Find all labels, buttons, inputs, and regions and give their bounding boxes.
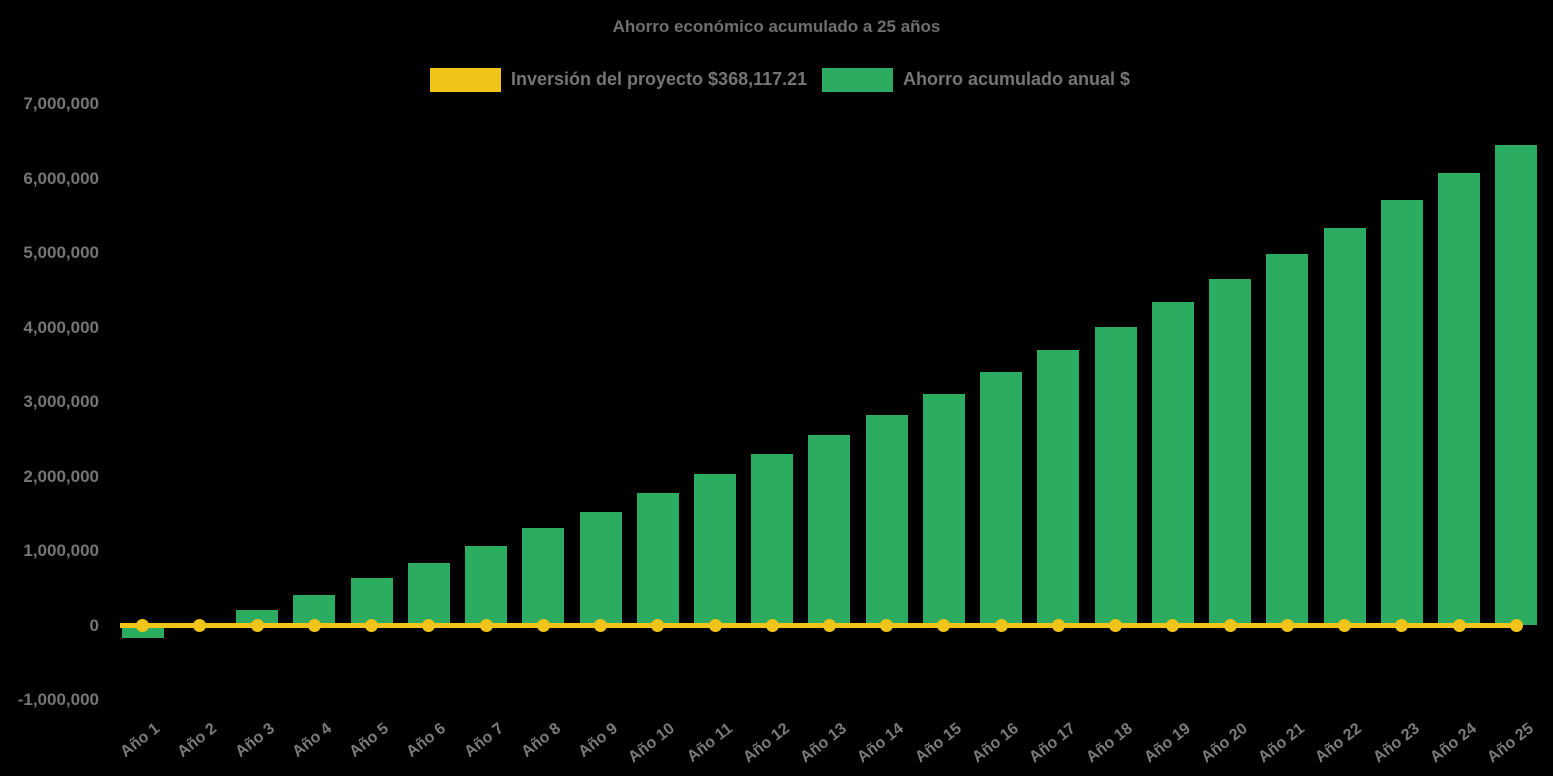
x-tick-label: Año 12: [740, 720, 793, 767]
x-tick-label: Año 13: [797, 720, 850, 767]
investment-line-marker: [708, 619, 722, 632]
x-tick-label: Año 9: [575, 720, 621, 761]
x-tick-label: Año 25: [1484, 720, 1537, 767]
x-tick-label: Año 3: [232, 720, 278, 761]
investment-line-marker: [479, 619, 493, 632]
y-tick-label: 4,000,000: [23, 317, 99, 337]
investment-line-marker: [937, 619, 951, 632]
legend-item-ahorro[interactable]: Ahorro acumulado anual $: [822, 67, 1130, 92]
investment-line-marker: [1452, 619, 1466, 632]
y-tick-label: 1,000,000: [23, 541, 99, 560]
y-tick-label: 5,000,000: [23, 243, 99, 262]
legend-label-ahorro: Ahorro acumulado anual $: [903, 69, 1131, 89]
bar-year-21[interactable]: [1266, 253, 1309, 626]
investment-line-marker: [1395, 619, 1409, 632]
bar-year-13[interactable]: [808, 434, 851, 626]
x-tick-label: Año 1: [117, 720, 164, 761]
investment-line-marker: [822, 619, 836, 632]
investment-line-marker: [1338, 619, 1352, 632]
bar-year-23[interactable]: [1380, 200, 1423, 626]
investment-line-marker: [594, 619, 608, 632]
bar-year-17[interactable]: [1037, 349, 1080, 626]
bar-year-14[interactable]: [865, 414, 908, 626]
x-tick-label: Año 4: [289, 720, 335, 761]
y-tick-label: 6,000,000: [23, 168, 99, 188]
x-tick-label: Año 21: [1255, 720, 1308, 767]
legend-swatch-ahorro: [822, 67, 893, 92]
investment-line-marker: [1223, 619, 1237, 632]
y-tick-label: -1,000,000: [17, 690, 99, 709]
bar-year-16[interactable]: [980, 372, 1023, 626]
bar-year-9[interactable]: [579, 511, 622, 626]
y-tick-label: 3,000,000: [23, 392, 99, 411]
x-tick-label: Año 7: [461, 720, 507, 761]
bar-year-25[interactable]: [1495, 144, 1538, 626]
investment-line-marker: [765, 619, 779, 632]
x-tick-label: Año 19: [1140, 720, 1194, 767]
x-tick-label: Año 14: [854, 720, 908, 767]
legend-swatch-inversion: [430, 67, 501, 92]
investment-line-marker: [1109, 619, 1123, 632]
x-tick-label: Año 15: [911, 720, 965, 767]
investment-line-marker: [994, 619, 1008, 632]
bar-year-18[interactable]: [1094, 326, 1137, 626]
x-tick-label: Año 18: [1083, 720, 1137, 767]
investment-line-marker: [880, 619, 894, 632]
investment-line-marker: [250, 619, 264, 632]
investment-line-marker: [1509, 619, 1523, 632]
y-tick-label: 0: [89, 615, 99, 635]
investment-line-marker: [1166, 619, 1180, 632]
bar-year-8[interactable]: [522, 527, 565, 626]
investment-line: [120, 623, 1521, 628]
investment-line-marker: [422, 619, 436, 632]
chart-title: Ahorro económico acumulado a 25 años: [612, 17, 941, 36]
bar-year-22[interactable]: [1323, 227, 1366, 626]
x-tick-label: Año 5: [346, 720, 393, 761]
bar-year-19[interactable]: [1151, 302, 1194, 626]
bar-year-20[interactable]: [1209, 279, 1252, 626]
investment-line-marker: [536, 619, 550, 632]
bar-year-11[interactable]: [694, 474, 736, 626]
bar-year-7[interactable]: [465, 545, 508, 626]
x-tick-label: Año 22: [1312, 720, 1366, 767]
investment-line-marker: [1280, 619, 1294, 632]
x-tick-label: Año 20: [1198, 720, 1251, 767]
investment-line-marker: [193, 619, 207, 632]
investment-line-marker: [651, 619, 665, 632]
bar-year-6[interactable]: [407, 562, 450, 626]
x-tick-label: Año 10: [625, 720, 679, 767]
legend-item-inversion[interactable]: Inversión del proyecto $368,117.21: [430, 67, 807, 92]
bar-year-24[interactable]: [1438, 173, 1481, 626]
investment-line-marker: [1051, 619, 1065, 632]
bar-year-15[interactable]: [922, 393, 965, 626]
bar-year-3[interactable]: [236, 609, 279, 626]
x-tick-label: Año 16: [969, 720, 1022, 767]
x-tick-label: Año 6: [403, 720, 450, 761]
bar-year-10[interactable]: [636, 492, 679, 626]
x-tick-label: Año 24: [1427, 720, 1480, 767]
x-tick-label: Año 11: [683, 720, 736, 766]
y-tick-label: 7,000,000: [23, 94, 99, 113]
investment-line-marker: [136, 619, 150, 632]
investment-line-marker: [307, 619, 321, 632]
bar-year-12[interactable]: [751, 454, 794, 626]
x-tick-label: Año 23: [1369, 720, 1423, 767]
x-tick-label: Año 17: [1026, 720, 1079, 767]
y-tick-label: 2,000,000: [23, 466, 99, 486]
investment-line-marker: [365, 619, 379, 632]
x-tick-label: Año 2: [174, 720, 221, 761]
x-tick-label: Año 8: [518, 720, 564, 761]
legend-label-inversion: Inversión del proyecto $368,117.21: [511, 69, 808, 89]
bar-year-5[interactable]: [350, 577, 393, 626]
